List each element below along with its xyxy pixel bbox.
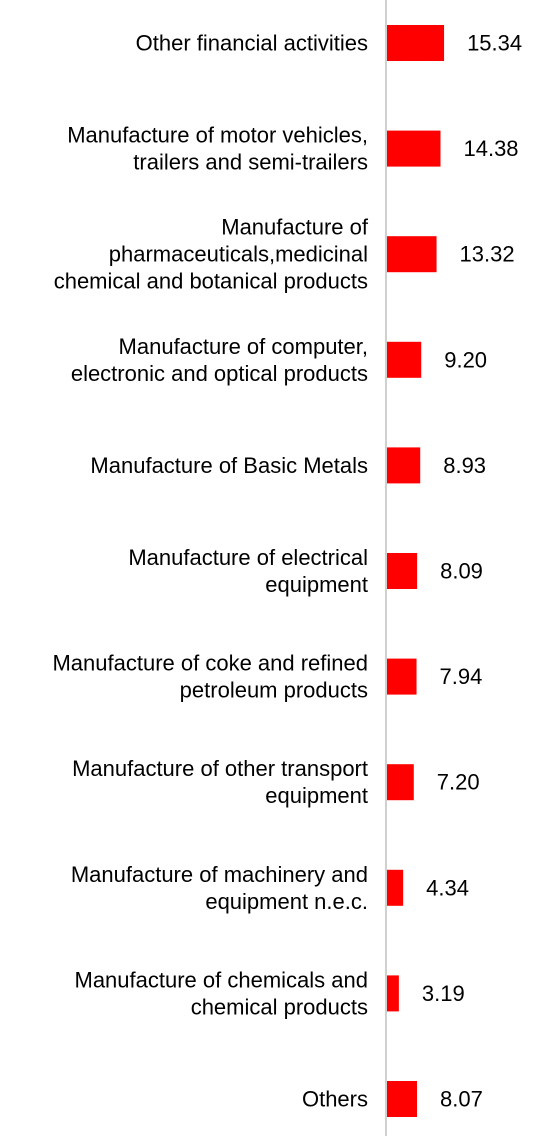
category-label-2: Manufacture of pharmaceuticals,medicinal c… xyxy=(54,215,369,294)
category-labels: Other financial activities Manufacture of… xyxy=(52,31,368,1112)
category-label-10: Others xyxy=(302,1087,368,1112)
bar-9 xyxy=(387,975,399,1012)
category-label-7: Manufacture of other transport equipment xyxy=(72,756,368,808)
category-label-line: equipment n.e.c. xyxy=(205,889,368,914)
value-label-7: 7.20 xyxy=(437,770,480,795)
category-label-line: Manufacture of Basic Metals xyxy=(90,453,368,478)
category-label-line: pharmaceuticals,medicinal xyxy=(109,242,368,267)
category-label-1: Manufacture of motor vehicles, trailers a… xyxy=(67,123,368,175)
category-label-0: Other financial activities xyxy=(136,31,368,56)
category-label-line: Manufacture of xyxy=(221,215,369,240)
category-label-line: Manufacture of machinery and xyxy=(71,862,368,887)
value-labels: 15.34 14.38 13.32 9.20 8.93 8.09 7.94 7.20 4.34 3… xyxy=(422,31,522,1112)
bars-layer xyxy=(387,25,445,1117)
value-label-4: 8.93 xyxy=(443,453,486,478)
category-label-3: Manufacture of computer, electronic and o… xyxy=(71,334,368,386)
category-label-line: Manufacture of computer, xyxy=(119,334,368,359)
bar-2 xyxy=(387,236,437,273)
category-label-line: electronic and optical products xyxy=(71,361,368,386)
value-label-2: 13.32 xyxy=(460,242,515,267)
category-label-line: chemical and botanical products xyxy=(54,269,368,294)
value-label-9: 3.19 xyxy=(422,981,465,1006)
value-label-10: 8.07 xyxy=(440,1087,483,1112)
category-label-line: Manufacture of coke and refined xyxy=(52,651,368,676)
category-label-6: Manufacture of coke and refined petroleum… xyxy=(52,651,368,703)
bar-8 xyxy=(387,869,404,906)
category-label-line: Manufacture of other transport xyxy=(72,756,368,781)
category-label-line: Other financial activities xyxy=(136,31,368,56)
value-label-0: 15.34 xyxy=(467,31,522,56)
category-label-line: equipment xyxy=(265,783,368,808)
bar-7 xyxy=(387,764,414,801)
category-label-line: Others xyxy=(302,1087,368,1112)
value-label-6: 7.94 xyxy=(440,664,483,689)
category-label-line: chemical products xyxy=(191,994,368,1019)
category-label-line: petroleum products xyxy=(180,678,368,703)
value-label-1: 14.38 xyxy=(463,136,518,161)
value-label-5: 8.09 xyxy=(440,559,483,584)
category-label-line: Manufacture of electrical xyxy=(128,545,368,570)
bar-4 xyxy=(387,447,421,484)
bar-3 xyxy=(387,341,422,378)
bar-0 xyxy=(387,25,445,61)
value-label-3: 9.20 xyxy=(444,347,487,372)
category-label-4: Manufacture of Basic Metals xyxy=(90,453,368,478)
category-label-9: Manufacture of chemicals and chemical pro… xyxy=(75,967,369,1019)
category-label-line: Manufacture of chemicals and xyxy=(75,967,369,992)
bar-6 xyxy=(387,658,417,695)
value-label-8: 4.34 xyxy=(426,875,469,900)
category-label-line: Manufacture of motor vehicles, xyxy=(67,123,368,148)
bar-1 xyxy=(387,130,441,167)
category-label-5: Manufacture of electrical equipment xyxy=(128,545,368,597)
category-label-line: equipment xyxy=(265,572,368,597)
category-label-8: Manufacture of machinery and equipment n.… xyxy=(71,862,368,914)
category-label-line: trailers and semi-trailers xyxy=(133,150,368,175)
bar-10 xyxy=(387,1081,418,1117)
bar-5 xyxy=(387,553,418,589)
